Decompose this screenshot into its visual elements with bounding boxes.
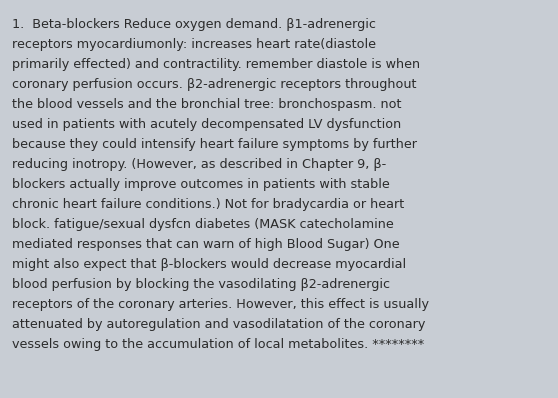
Text: because they could intensify heart failure symptoms by further: because they could intensify heart failu… — [12, 138, 417, 151]
Text: 1.  Beta-blockers Reduce oxygen demand. β1-adrenergic: 1. Beta-blockers Reduce oxygen demand. β… — [12, 18, 376, 31]
Text: chronic heart failure conditions.) Not for bradycardia or heart: chronic heart failure conditions.) Not f… — [12, 198, 405, 211]
Text: primarily effected) and contractility. remember diastole is when: primarily effected) and contractility. r… — [12, 58, 420, 71]
Text: mediated responses that can warn of high Blood Sugar) One: mediated responses that can warn of high… — [12, 238, 400, 251]
Text: blockers actually improve outcomes in patients with stable: blockers actually improve outcomes in pa… — [12, 178, 390, 191]
Text: reducing inotropy. (However, as described in Chapter 9, β-: reducing inotropy. (However, as describe… — [12, 158, 387, 171]
Text: the blood vessels and the bronchial tree: bronchospasm. not: the blood vessels and the bronchial tree… — [12, 98, 402, 111]
Text: receptors myocardiumonly: increases heart rate(diastole: receptors myocardiumonly: increases hear… — [12, 38, 376, 51]
Text: receptors of the coronary arteries. However, this effect is usually: receptors of the coronary arteries. Howe… — [12, 298, 429, 311]
Text: might also expect that β-blockers would decrease myocardial: might also expect that β-blockers would … — [12, 258, 406, 271]
Text: block. fatigue/sexual dysfcn diabetes (MASK catecholamine: block. fatigue/sexual dysfcn diabetes (M… — [12, 218, 394, 231]
Text: blood perfusion by blocking the vasodilating β2-adrenergic: blood perfusion by blocking the vasodila… — [12, 278, 390, 291]
Text: coronary perfusion occurs. β2-adrenergic receptors throughout: coronary perfusion occurs. β2-adrenergic… — [12, 78, 417, 91]
Text: used in patients with acutely decompensated LV dysfunction: used in patients with acutely decompensa… — [12, 118, 402, 131]
Text: vessels owing to the accumulation of local metabolites. ********: vessels owing to the accumulation of loc… — [12, 338, 425, 351]
Text: attenuated by autoregulation and vasodilatation of the coronary: attenuated by autoregulation and vasodil… — [12, 318, 426, 331]
